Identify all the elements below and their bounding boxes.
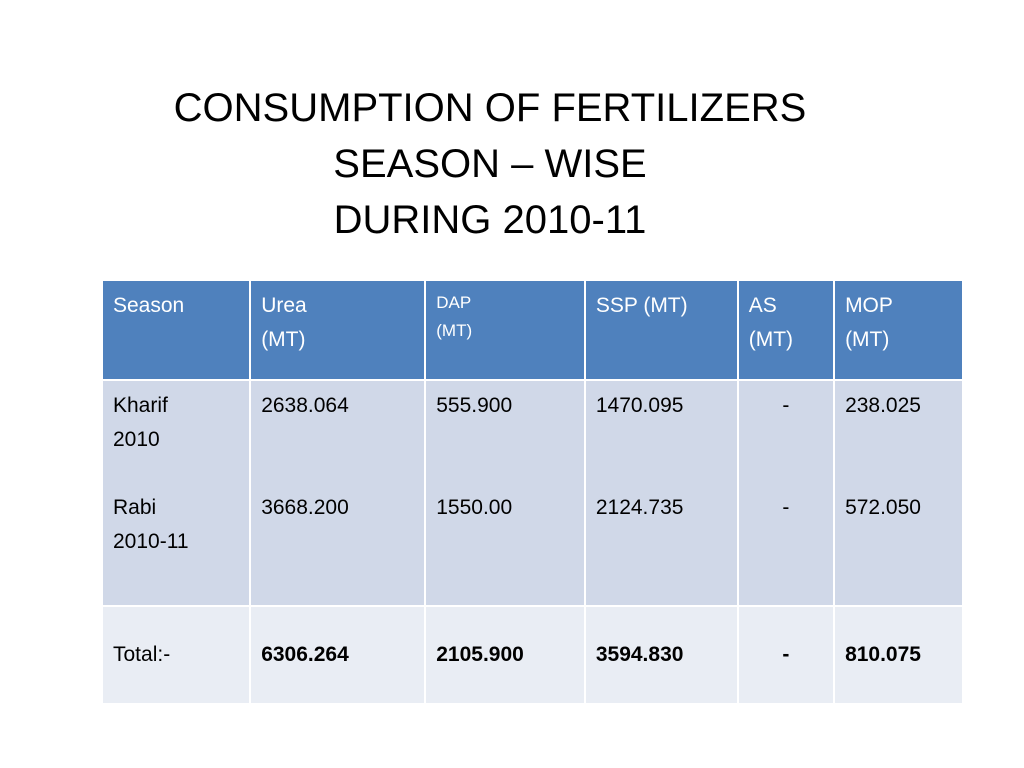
cell-season-names: Kharif 2010 Rabi 2010-11 xyxy=(100,379,252,607)
table-row-seasons: Kharif 2010 Rabi 2010-11 2638.064 3668.2… xyxy=(100,379,964,607)
rabi-dap: 1550.00 xyxy=(436,496,513,519)
header-ssp: SSP (MT) xyxy=(583,279,739,381)
kharif-ssp: 1470.095 xyxy=(595,394,684,417)
total-ssp: 3594.830 xyxy=(583,605,739,705)
cell-urea-values: 2638.064 3668.200 xyxy=(249,379,427,607)
slide-title: CONSUMPTION OF FERTILIZERS SEASON – WISE… xyxy=(120,80,860,248)
cell-ssp-values: 1470.095 2124.735 xyxy=(583,379,739,607)
header-as: AS (MT) xyxy=(736,279,836,381)
kharif-mop: 238.025 xyxy=(845,394,921,417)
total-mop: 810.075 xyxy=(833,605,964,705)
header-mop: MOP (MT) xyxy=(833,279,964,381)
table-header-row: Season Urea (MT) DAP (MT) SSP (MT) AS (M… xyxy=(100,279,964,381)
title-line-1: CONSUMPTION OF FERTILIZERS xyxy=(173,86,807,130)
header-dap: DAP (MT) xyxy=(424,279,586,381)
header-urea: Urea (MT) xyxy=(249,279,427,381)
table-row-total: Total:- 6306.264 2105.900 3594.830 - 810… xyxy=(100,605,964,705)
title-line-3: DURING 2010-11 xyxy=(333,198,647,242)
cell-as-values: - - xyxy=(736,379,836,607)
total-dap: 2105.900 xyxy=(424,605,586,705)
cell-mop-values: 238.025 572.050 xyxy=(833,379,964,607)
header-season: Season xyxy=(100,279,252,381)
rabi-ssp: 2124.735 xyxy=(595,496,684,519)
fertilizer-table: Season Urea (MT) DAP (MT) SSP (MT) AS (M… xyxy=(100,279,964,705)
cell-dap-values: 555.900 1550.00 xyxy=(424,379,586,607)
title-line-2: SEASON – WISE xyxy=(333,142,647,186)
total-urea: 6306.264 xyxy=(249,605,427,705)
rabi-urea: 3668.200 xyxy=(261,496,349,519)
kharif-dap: 555.900 xyxy=(436,394,513,417)
total-as: - xyxy=(736,605,836,705)
rabi-as: - xyxy=(782,496,790,519)
rabi-mop: 572.050 xyxy=(845,496,921,519)
kharif-as: - xyxy=(782,394,790,417)
kharif-year: 2010 xyxy=(113,428,160,451)
rabi-label: Rabi xyxy=(113,496,157,519)
rabi-year: 2010-11 xyxy=(113,530,189,553)
kharif-label: Kharif xyxy=(113,394,168,417)
total-label: Total:- xyxy=(100,605,252,705)
kharif-urea: 2638.064 xyxy=(261,394,349,417)
